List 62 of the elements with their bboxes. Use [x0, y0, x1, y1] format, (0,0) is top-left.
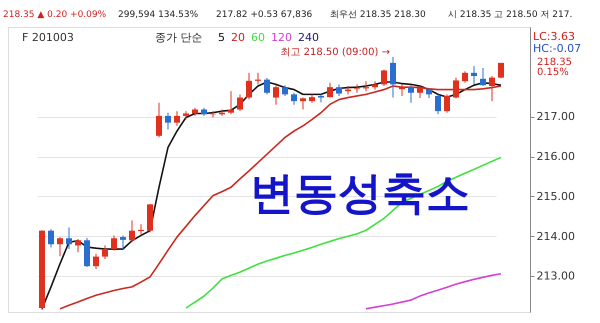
- text: 0.15%: [537, 67, 569, 78]
- candlestick: [363, 80, 369, 92]
- candlestick: [498, 62, 504, 79]
- candlestick: [210, 110, 216, 118]
- candlestick: [336, 84, 342, 96]
- candlestick: [471, 66, 477, 85]
- candlestick: [327, 82, 333, 98]
- candlestick: [300, 97, 306, 110]
- y-tick-label: 213.00: [536, 270, 575, 283]
- y-tick-label: 215.00: [536, 190, 575, 203]
- candlestick: [237, 94, 243, 112]
- text: 시 218.35 고 218.50 저 217.: [448, 10, 572, 20]
- candlestick: [282, 84, 288, 96]
- text: 60: [251, 31, 265, 44]
- annotation: F 201003: [22, 31, 74, 44]
- legend-label: 240: [298, 31, 319, 44]
- candlestick: [111, 234, 117, 252]
- text: LC:3.63: [533, 30, 576, 43]
- candlestick: [444, 94, 450, 114]
- legend-title: 종가 단순: [155, 31, 202, 44]
- candlestick: [408, 84, 414, 104]
- annotation: 최고 218.50 (09:00) →: [280, 47, 390, 58]
- candlestick: [462, 70, 468, 84]
- candlestick: [273, 84, 279, 106]
- text: 20: [231, 31, 245, 44]
- candlestick: [435, 94, 441, 115]
- text: HC:-0.07: [533, 42, 582, 55]
- candlestick: [264, 78, 270, 95]
- candlestick: [165, 112, 171, 130]
- candlestick: [291, 92, 297, 106]
- candlestick: [120, 234, 126, 250]
- candlestick: [426, 87, 432, 98]
- y-tick-label: 217.00: [536, 110, 575, 124]
- candlestick: [255, 72, 261, 85]
- line-series: [365, 272, 502, 310]
- candlestick: [174, 110, 180, 126]
- candlestick: [66, 226, 72, 250]
- candlestick: [75, 238, 81, 253]
- y-tick-label: 214.00: [536, 230, 575, 243]
- text: 최우선 218.35 218.30: [330, 10, 426, 20]
- candlestick: [228, 90, 234, 115]
- candlestick: [381, 69, 387, 86]
- candlestick: [57, 236, 63, 257]
- text: 299,594 134.53%: [118, 10, 199, 20]
- text: 217.82 +0.53 67,836: [216, 10, 313, 20]
- text: 218.35 ▲ 0.20 +0.09%: [3, 10, 107, 20]
- text: 218.35: [537, 57, 572, 68]
- text: 5: [218, 31, 225, 44]
- candlestick: [399, 84, 405, 96]
- text: 120: [271, 31, 292, 44]
- candlestick: [102, 244, 108, 260]
- candlestick: [129, 220, 135, 243]
- y-tick-label: 216.00: [536, 150, 575, 164]
- candlestick: [156, 102, 162, 138]
- candlestick: [93, 253, 99, 270]
- candlestick: [489, 76, 495, 102]
- candlestick: [480, 68, 486, 86]
- candlestick: [390, 56, 396, 98]
- candlestick: [246, 72, 252, 100]
- candlestick: [417, 85, 423, 98]
- candlestick: [453, 77, 459, 99]
- candlestick: [48, 228, 54, 248]
